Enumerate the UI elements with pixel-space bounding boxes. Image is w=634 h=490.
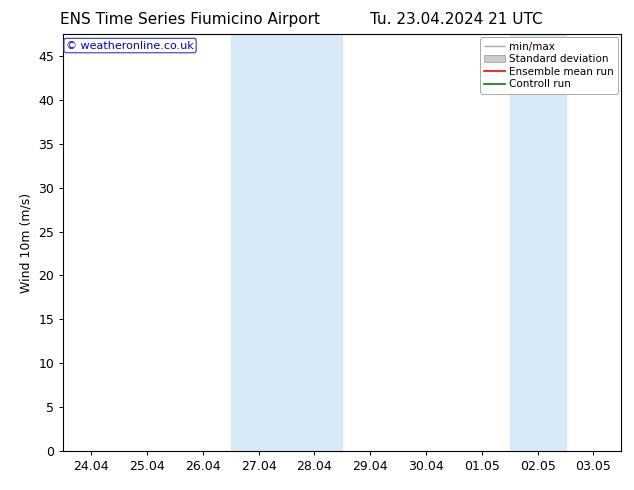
Text: ENS Time Series Fiumicino Airport: ENS Time Series Fiumicino Airport	[60, 12, 320, 27]
Bar	[510, 34, 566, 451]
Legend: min/max, Standard deviation, Ensemble mean run, Controll run: min/max, Standard deviation, Ensemble me…	[480, 37, 618, 94]
Text: Tu. 23.04.2024 21 UTC: Tu. 23.04.2024 21 UTC	[370, 12, 543, 27]
Text: © weatheronline.co.uk: © weatheronline.co.uk	[66, 41, 194, 50]
Bar	[231, 34, 287, 451]
Bar	[287, 34, 342, 451]
Y-axis label: Wind 10m (m/s): Wind 10m (m/s)	[20, 193, 33, 293]
